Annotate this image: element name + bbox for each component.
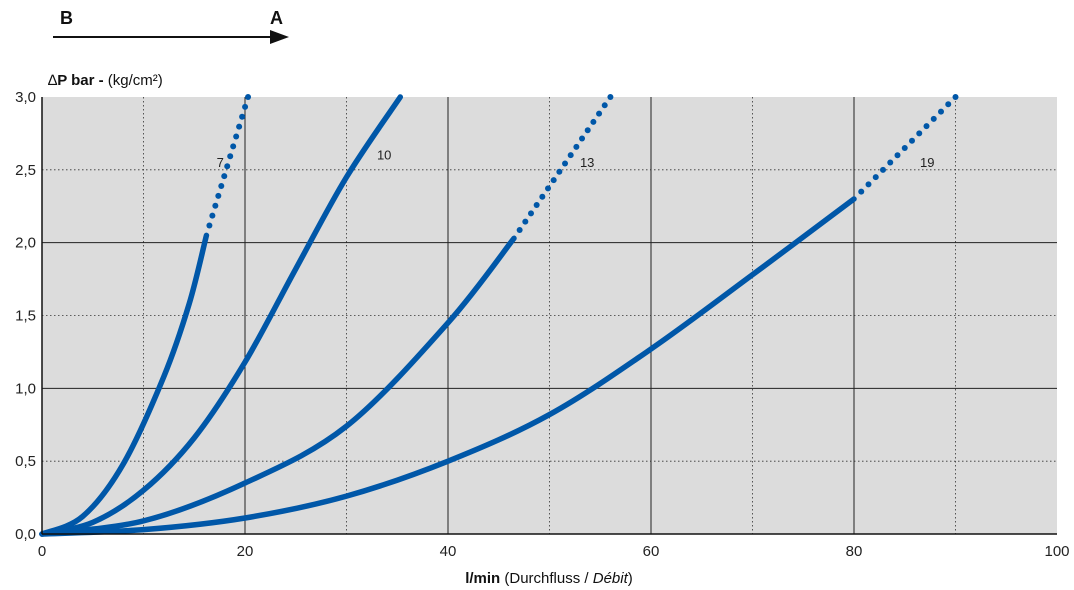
series-extension-dot [245, 94, 252, 100]
direction-to-label: A [270, 8, 283, 28]
series-19: 19 [39, 94, 959, 537]
series-extension-dot [227, 153, 234, 160]
x-tick-label: 60 [643, 543, 660, 560]
grid [42, 97, 1057, 534]
series-extension-dot [567, 152, 574, 159]
x-tick-label: 40 [440, 543, 457, 560]
series-line [39, 94, 404, 537]
series-extension-dot [930, 115, 937, 122]
series-extension-dot [865, 181, 872, 188]
series-label: 19 [920, 155, 934, 170]
series-line [39, 196, 857, 537]
series-extension-dot [242, 103, 249, 110]
series-extension-dot [887, 159, 894, 166]
series-extension-dot [206, 222, 213, 229]
direction-from-label: B [60, 8, 73, 28]
series-extension-dot [215, 192, 222, 199]
series-label: 10 [377, 148, 391, 163]
series-extension-dot [894, 152, 901, 159]
y-tick-label: 1,0 [15, 380, 36, 397]
series-line [39, 232, 210, 537]
series-extension-dot [522, 218, 529, 225]
curves: 7 10 13 19 [39, 94, 959, 537]
flow-direction: B A [53, 8, 289, 44]
series-label: 13 [580, 155, 594, 170]
series-extension-dot [236, 123, 243, 130]
series-extension-dot [938, 108, 944, 115]
series-extension-dot [923, 123, 930, 130]
y-tick-label: 2,0 [15, 235, 36, 252]
x-axis-title: l/min (Durchfluss / Débit) [465, 570, 633, 587]
series-extension-dot [880, 166, 886, 173]
x-axis-title-normal: (Durchfluss / [500, 570, 593, 587]
series-extension-dot [584, 127, 591, 134]
series-extension-dot [909, 137, 915, 144]
y-tick-label: 0,0 [15, 526, 36, 543]
tick-labels: 0 20 40 60 80 100 0,0 0,5 1,0 1,5 2,0 2,5 3,0 [15, 89, 1069, 560]
series-extension-dot [550, 177, 557, 184]
series-extension-dot [239, 113, 246, 120]
series-extension-dot [209, 212, 216, 219]
series-extension-dot [901, 144, 908, 151]
x-axis-title-italic: Débit [593, 570, 629, 587]
axes [41, 97, 1057, 535]
x-tick-label: 100 [1044, 543, 1069, 560]
y-axis-title: ∆P bar - (kg/cm²) [48, 72, 163, 89]
series-extension-dot [233, 133, 240, 140]
series-extension-dot [607, 94, 614, 100]
series-extension-dot [221, 173, 228, 180]
series-extension-dot [601, 102, 608, 109]
y-axis-title-bold: P bar - [57, 72, 103, 89]
series-extension-dot [212, 202, 219, 209]
series-extension-dot [590, 118, 597, 125]
series-extension-dot [556, 168, 563, 175]
x-tick-label: 0 [38, 543, 46, 560]
y-axis-title-symbol: ∆ [48, 72, 58, 89]
y-tick-label: 0,5 [15, 453, 36, 470]
series-extension-dot [218, 182, 225, 189]
series-10: 10 [39, 94, 404, 537]
series-extension-dot [533, 202, 540, 209]
series-extension-dot [945, 101, 952, 108]
x-tick-label: 20 [237, 543, 254, 560]
series-extension-dot [527, 210, 534, 217]
series-extension-dot [579, 135, 586, 142]
y-tick-label: 3,0 [15, 89, 36, 106]
series-extension-dot [516, 226, 523, 233]
series-extension-dot [224, 163, 231, 170]
y-tick-label: 1,5 [15, 308, 36, 325]
series-extension-dot [545, 185, 552, 192]
series-extension-dot [916, 130, 923, 137]
series-extension-dot [573, 143, 580, 150]
series-7: 7 [39, 94, 252, 537]
series-extension-dot [952, 94, 959, 100]
series-label: 7 [217, 155, 224, 170]
direction-arrow-head [270, 30, 289, 44]
y-axis-title-unit: (kg/cm²) [104, 72, 163, 89]
series-extension-dot [872, 174, 879, 181]
series-extension-dot [596, 110, 603, 117]
x-axis-title-close: ) [628, 570, 633, 587]
x-tick-label: 80 [846, 543, 863, 560]
y-tick-label: 2,5 [15, 162, 36, 179]
series-extension-dot [858, 188, 865, 195]
x-axis-title-bold: l/min [465, 570, 500, 587]
series-13: 13 [39, 94, 614, 537]
series-extension-dot [562, 160, 569, 167]
series-extension-dot [230, 143, 237, 150]
series-extension-dot [539, 193, 546, 200]
series-line [39, 235, 517, 537]
